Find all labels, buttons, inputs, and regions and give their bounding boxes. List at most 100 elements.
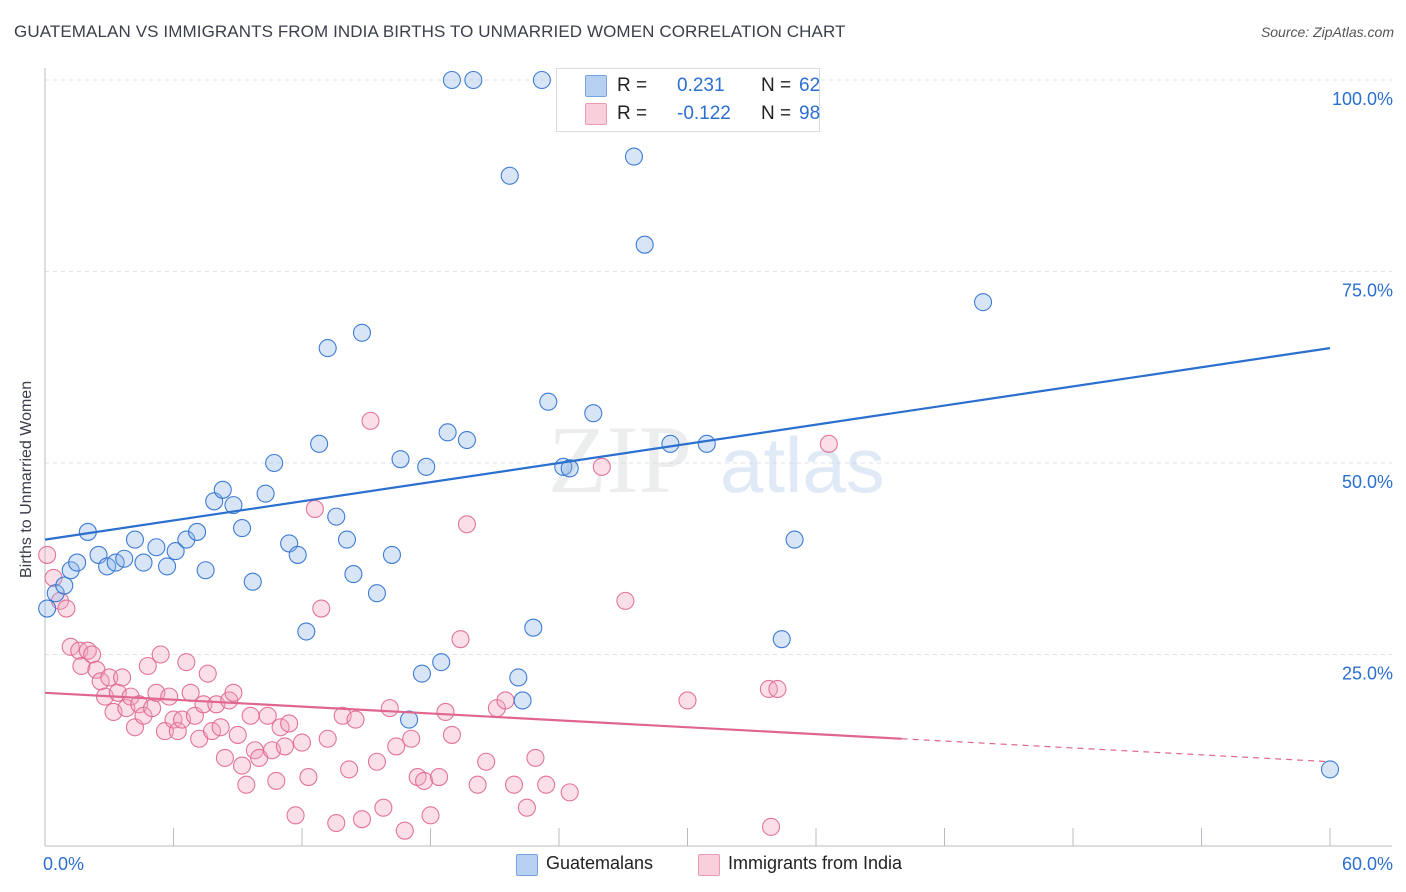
india-point xyxy=(367,752,387,771)
india-point xyxy=(592,457,611,476)
guatemalan-point xyxy=(367,584,387,603)
guatemalan-point xyxy=(344,565,363,584)
legend-r-value: 0.231 xyxy=(677,75,725,96)
guatemalan-points xyxy=(38,70,1340,779)
guatemalan-point xyxy=(432,653,451,672)
india-trend-line-dashed xyxy=(901,738,1331,763)
india-point xyxy=(305,499,324,519)
india-point xyxy=(768,679,787,699)
guatemalan-point xyxy=(624,147,644,166)
india-point xyxy=(57,599,76,618)
guatemalan-point xyxy=(55,576,74,595)
guatemalan-point xyxy=(438,423,457,442)
india-point xyxy=(387,737,406,756)
guatemalan-point xyxy=(973,293,993,312)
india-point xyxy=(761,817,781,836)
guatemalan-point xyxy=(256,484,275,503)
india-point xyxy=(275,737,294,756)
guatemalan-point xyxy=(213,480,232,499)
guatemalan-point xyxy=(310,434,329,453)
guatemalan-point xyxy=(532,70,551,90)
guatemalan-point xyxy=(243,572,262,591)
india-point xyxy=(113,668,132,687)
y-tick-label: 75.0% xyxy=(1342,281,1393,301)
guatemalan-point xyxy=(539,392,558,411)
india-point xyxy=(267,771,286,790)
guatemalan-point xyxy=(98,557,117,576)
guatemalan-point xyxy=(106,553,125,572)
india-point xyxy=(352,810,372,829)
guatemalan-point xyxy=(1320,760,1340,779)
guatemalan-point xyxy=(382,545,402,564)
india-trend-line xyxy=(44,691,902,740)
india-point xyxy=(430,768,449,787)
source-label: Source: ZipAtlas.com xyxy=(1260,24,1394,40)
guatemalan-point xyxy=(61,561,80,580)
india-point xyxy=(517,798,536,817)
india-point xyxy=(72,656,91,676)
guatemalan-point xyxy=(772,630,791,649)
legend-r-value: -0.122 xyxy=(677,103,731,124)
guatemalan-point xyxy=(400,710,419,729)
india-point xyxy=(38,545,57,564)
india-point xyxy=(537,775,556,794)
india-point xyxy=(496,691,515,710)
india-point xyxy=(340,760,359,779)
guatemalan-point xyxy=(417,457,436,476)
guatemalan-point xyxy=(785,530,804,549)
guatemalan-point xyxy=(661,434,680,453)
india-point xyxy=(215,748,234,767)
india-point xyxy=(374,798,393,817)
trend-lines xyxy=(44,347,1331,763)
india-point xyxy=(819,434,838,453)
india-point xyxy=(143,699,162,718)
india-point xyxy=(312,599,331,618)
india-point xyxy=(232,756,252,775)
guatemalan-point xyxy=(288,545,307,564)
y-tick-label: 100.0% xyxy=(1332,89,1393,109)
guatemalan-point xyxy=(125,530,144,549)
india-point xyxy=(468,775,487,794)
india-point xyxy=(380,699,399,718)
india-point xyxy=(271,718,290,737)
india-point xyxy=(402,729,421,748)
india-point xyxy=(61,637,80,656)
guatemalan-point xyxy=(635,235,654,254)
india-point xyxy=(211,718,230,737)
guatemalan-point xyxy=(509,668,528,687)
india-point xyxy=(198,664,217,683)
india-point xyxy=(299,768,318,787)
watermark: ZIP atlas xyxy=(548,406,885,513)
india-point xyxy=(678,691,697,710)
india-point xyxy=(168,722,187,741)
guatemalan-point xyxy=(327,507,346,526)
x-tick-label: 0.0% xyxy=(43,854,84,874)
guatemalan-point xyxy=(297,622,316,641)
guatemalan-trend-line xyxy=(44,347,1331,541)
india-point xyxy=(241,706,260,725)
guatemalan-point xyxy=(196,561,215,580)
chart-title: GUATEMALAN VS IMMIGRANTS FROM INDIA BIRT… xyxy=(14,22,846,41)
india-point xyxy=(138,656,157,676)
guatemalan-point xyxy=(500,166,519,185)
guatemalan-point xyxy=(513,691,532,710)
legend-n-label: N = xyxy=(761,75,792,96)
india-point xyxy=(451,630,470,649)
india-point xyxy=(237,775,256,794)
guatemalan-point xyxy=(224,496,243,515)
guatemalan-point xyxy=(697,434,716,453)
x-tick-label: 60.0% xyxy=(1342,854,1393,874)
guatemalan-point xyxy=(584,404,603,423)
legend-swatch-pink xyxy=(585,103,607,125)
guatemalan-point xyxy=(412,664,431,683)
grid-lines xyxy=(45,79,1392,655)
guatemalan-point xyxy=(166,542,185,561)
guatemalan-point xyxy=(352,323,372,342)
guatemalan-point xyxy=(147,538,166,557)
india-point xyxy=(560,783,579,802)
correlation-legend: R = 0.231 N = 62 R = -0.122 N = 98 xyxy=(556,68,820,132)
guatemalan-point xyxy=(188,522,207,541)
y-tick-label: 50.0% xyxy=(1342,472,1393,492)
guatemalan-point xyxy=(158,557,177,576)
guatemalan-point xyxy=(232,519,252,538)
